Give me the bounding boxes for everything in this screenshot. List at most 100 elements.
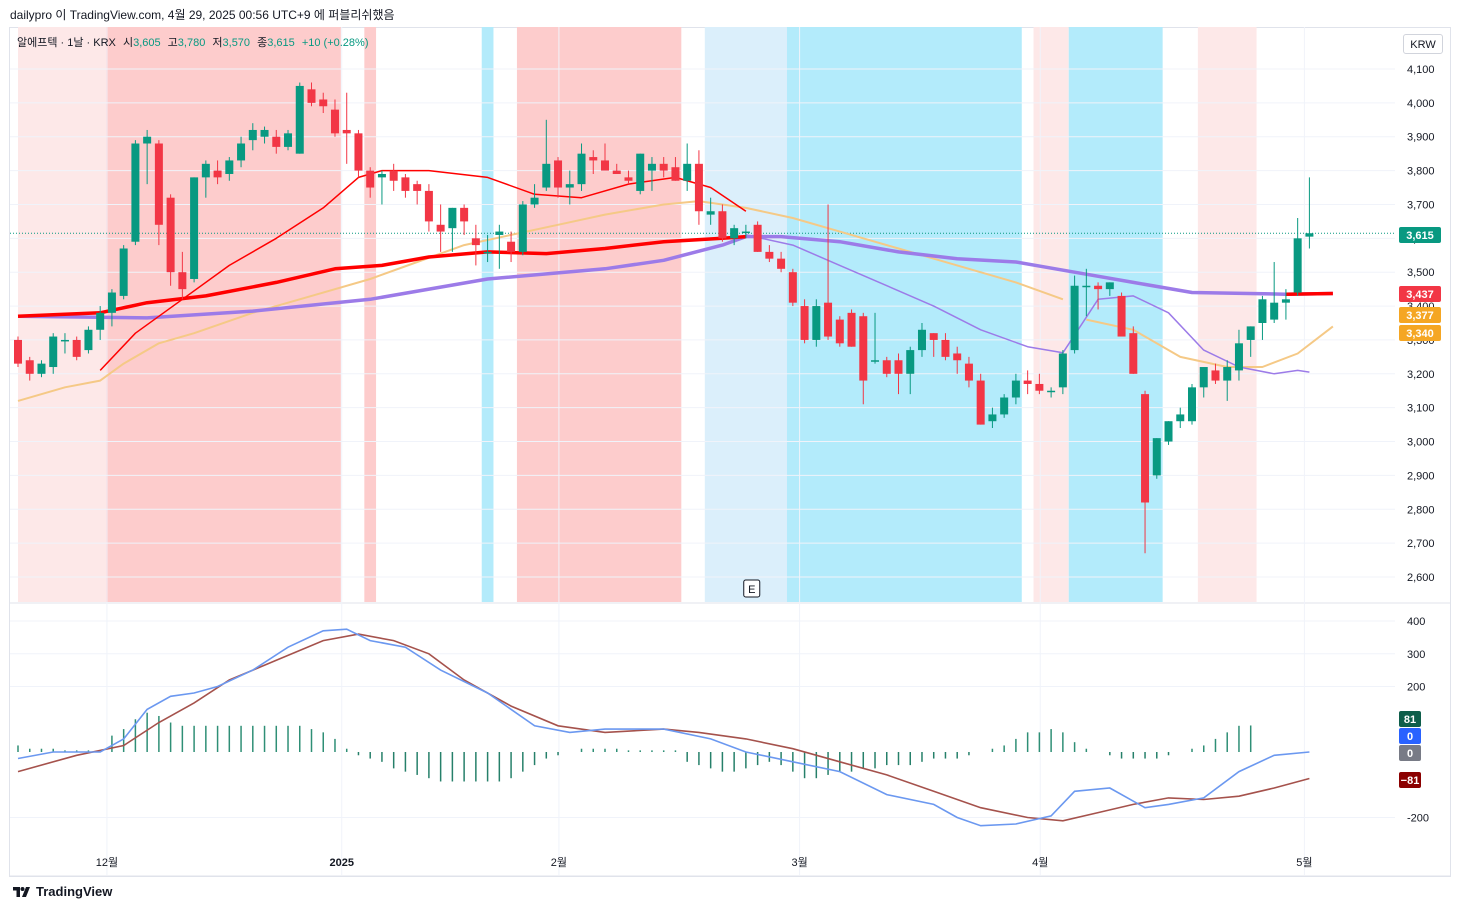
time-tick-label: 3월: [791, 856, 807, 869]
candle-body: [1305, 233, 1314, 237]
candle-body: [507, 241, 516, 252]
macd-tick-label: 400: [1407, 616, 1425, 628]
candle-body: [1011, 380, 1020, 398]
candle-body: [565, 184, 574, 188]
macd-value-label: 0: [1407, 731, 1413, 743]
price-tick-label: 2,700: [1407, 538, 1435, 550]
candle-body: [1246, 326, 1255, 340]
candle-body: [976, 380, 985, 425]
background-zone: [704, 27, 787, 602]
candle-body: [683, 163, 692, 181]
price-label: 3,340: [1406, 328, 1434, 340]
price-label-bg: [1399, 227, 1441, 243]
candle-body: [554, 160, 563, 188]
ema-red-thick-line: [17, 234, 747, 318]
candle-body: [96, 312, 105, 330]
candle-body: [636, 153, 645, 191]
candle-body: [929, 333, 938, 340]
macd-value-label-bg: [1399, 745, 1421, 761]
candle-body: [659, 163, 668, 171]
candle-body: [448, 207, 457, 229]
candle-body: [530, 197, 539, 205]
candle-body: [1058, 353, 1067, 388]
candle-body: [964, 363, 973, 381]
candle-body: [671, 167, 680, 181]
ema-purple-line: [17, 234, 1333, 320]
high-value: 3,780: [177, 37, 206, 49]
background-zone: [786, 27, 1022, 602]
price-label-bg: [1399, 286, 1441, 302]
candle-body: [460, 207, 469, 222]
time-tick-label: 2월: [551, 856, 567, 869]
candle-body: [847, 312, 856, 347]
candle-body: [60, 339, 69, 342]
candle-body: [284, 133, 293, 147]
price-tick-label: 3,500: [1407, 267, 1435, 279]
open-label: 시: [122, 37, 134, 49]
candle-body: [812, 306, 821, 340]
macd-value-label: 81: [1404, 714, 1416, 726]
candle-body: [295, 85, 304, 154]
candle-body: [1211, 370, 1220, 381]
currency-button[interactable]: KRW: [1403, 34, 1443, 54]
candle-body: [49, 336, 58, 368]
candle-body: [225, 160, 234, 174]
ema-purple-fast-line: [745, 234, 1310, 375]
candle-body: [765, 251, 774, 259]
candle-body: [330, 109, 339, 134]
macd-pane: 400 300 200 -200 81 0 0 −81: [10, 616, 1429, 827]
footer-brand-name: TradingView: [36, 884, 113, 899]
candle-body: [1023, 380, 1032, 384]
candle-body: [436, 224, 445, 232]
candle-body: [389, 170, 398, 181]
price-label: 3,615: [1406, 230, 1434, 242]
candle-body: [190, 177, 199, 279]
candle-body: [260, 129, 269, 137]
macd-tick-label: -200: [1407, 813, 1429, 825]
candle-body: [706, 211, 715, 215]
candle-body: [694, 163, 703, 212]
candle-body: [894, 360, 903, 374]
candle-body: [1258, 299, 1267, 323]
low-label: 저: [212, 37, 223, 49]
candle-body: [1281, 299, 1290, 303]
candle-body: [237, 143, 246, 161]
candle-body: [84, 329, 93, 351]
candle-body: [342, 129, 351, 134]
symbol-name: 알에프텍 · 1날 · KRX: [17, 37, 116, 49]
price-labels: 3,615 3,437 3,377 3,340: [1399, 227, 1441, 341]
signal-line: [17, 633, 1310, 822]
candle-body: [1176, 414, 1185, 422]
macd-value-label: 0: [1407, 748, 1413, 760]
candle-body: [14, 339, 22, 364]
candle-body: [1000, 397, 1009, 415]
candle-body: [37, 363, 46, 374]
candle-body: [1199, 367, 1208, 388]
candle-body: [859, 316, 868, 381]
background-zone: [516, 27, 682, 602]
candle-body: [1094, 285, 1103, 290]
candle-body: [835, 319, 844, 344]
candle-body: [1270, 302, 1279, 320]
macd-tick-label: 200: [1407, 682, 1425, 694]
candle-body: [213, 170, 222, 178]
candle-body: [577, 153, 586, 185]
candle-body: [718, 211, 727, 239]
candle-body: [377, 173, 386, 178]
time-tick-label: 4월: [1032, 856, 1048, 869]
candle-body: [495, 231, 504, 235]
candle-body: [1188, 387, 1196, 422]
candle-body: [953, 353, 962, 361]
candle-body: [166, 197, 175, 273]
time-axis: 12월 2025 2월 3월 4월 5월: [96, 856, 1313, 869]
close-value: 3,615: [267, 37, 295, 49]
price-tick-label: 3,700: [1407, 199, 1435, 211]
candle-body: [988, 414, 997, 422]
publish-line: dailypro 이 TradingView.com, 4월 29, 2025 …: [10, 8, 395, 22]
candle-body: [25, 360, 34, 374]
candle-body: [307, 89, 316, 103]
price-label-bg: [1399, 307, 1441, 323]
candle-body: [366, 170, 375, 188]
candle-body: [248, 129, 257, 141]
